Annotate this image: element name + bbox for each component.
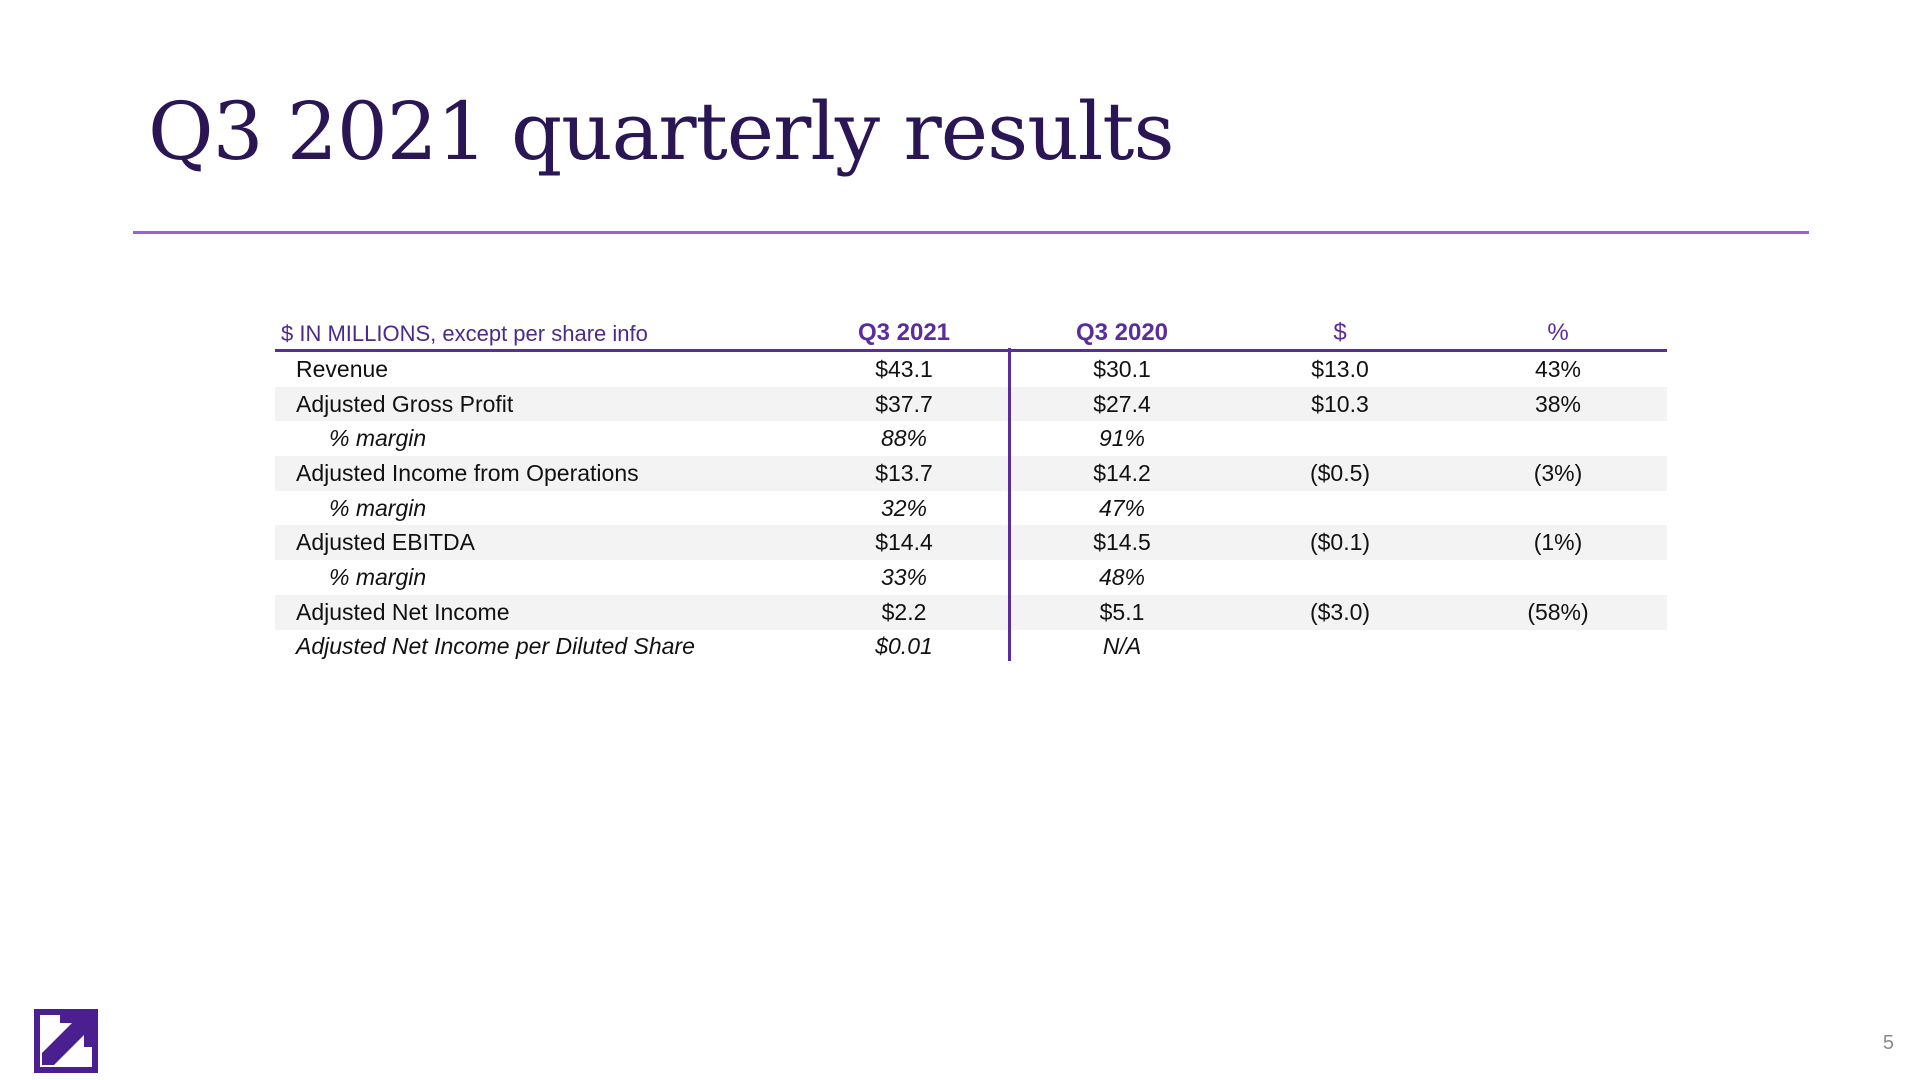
row-label: Revenue bbox=[296, 355, 389, 382]
column-divider bbox=[1008, 348, 1011, 661]
table-header: $ IN MILLIONS, except per share info Q3 … bbox=[275, 313, 1667, 352]
cell-change-usd: ($3.0) bbox=[1309, 598, 1371, 625]
cell-q3-2020: $14.2 bbox=[1093, 459, 1151, 486]
cell-change-pct: 38% bbox=[1534, 390, 1582, 417]
header-change-pct: % bbox=[1547, 319, 1569, 346]
cell-change-pct: 43% bbox=[1534, 355, 1582, 382]
row-label: Adjusted EBITDA bbox=[296, 529, 475, 556]
cell-q3-2020: 47% bbox=[1098, 494, 1146, 521]
table-row: Adjusted Net Income $2.2 $5.1 ($3.0) (58… bbox=[275, 594, 1667, 630]
cell-q3-2021: $0.01 bbox=[875, 633, 933, 660]
header-change-usd: $ bbox=[1333, 319, 1347, 346]
unit-label: $ IN MILLIONS, except per share info bbox=[281, 321, 648, 346]
cell-q3-2021: $2.2 bbox=[881, 598, 927, 625]
cell-q3-2020: N/A bbox=[1102, 633, 1142, 660]
header-q3-2020: Q3 2020 bbox=[1075, 319, 1169, 346]
table-row: Adjusted Income from Operations $13.7 $1… bbox=[275, 456, 1667, 491]
cell-q3-2020: $14.5 bbox=[1093, 529, 1151, 556]
title-divider bbox=[133, 231, 1809, 234]
row-label: Adjusted Income from Operations bbox=[296, 459, 639, 486]
row-label: % margin bbox=[329, 494, 427, 521]
cell-q3-2021: $14.4 bbox=[875, 529, 933, 556]
results-table: $ IN MILLIONS, except per share info Q3 … bbox=[275, 313, 1667, 664]
cell-change-usd: $10.3 bbox=[1311, 390, 1369, 417]
row-label: Adjusted Gross Profit bbox=[296, 390, 514, 417]
arrow-up-right-logo-icon bbox=[34, 1009, 98, 1073]
page-number: 5 bbox=[1882, 1032, 1894, 1054]
cell-change-usd: ($0.1) bbox=[1309, 529, 1371, 556]
row-label: % margin bbox=[329, 563, 427, 590]
row-label: Adjusted Net Income per Diluted Share bbox=[296, 633, 695, 660]
cell-q3-2021: 32% bbox=[880, 494, 928, 521]
cell-change-pct: (3%) bbox=[1533, 459, 1583, 486]
table-row: Revenue $43.1 $30.1 $13.0 43% bbox=[275, 352, 1667, 387]
table-row: % margin 32% 47% bbox=[275, 491, 1667, 526]
table-row: Adjusted Gross Profit $37.7 $27.4 $10.3 … bbox=[275, 386, 1667, 422]
cell-q3-2021: $37.7 bbox=[875, 390, 933, 417]
slide-title: Q3 2021 quarterly results bbox=[148, 85, 1175, 178]
row-label: % margin bbox=[329, 425, 427, 452]
table-row: Adjusted Net Income per Diluted Share $0… bbox=[275, 630, 1667, 665]
cell-q3-2020: 48% bbox=[1098, 563, 1146, 590]
cell-change-pct: (58%) bbox=[1527, 598, 1589, 625]
table-row: % margin 88% 91% bbox=[275, 421, 1667, 456]
cell-q3-2021: 33% bbox=[880, 563, 928, 590]
cell-q3-2020: 91% bbox=[1098, 425, 1146, 452]
table-row: % margin 33% 48% bbox=[275, 560, 1667, 595]
cell-change-usd: ($0.5) bbox=[1309, 459, 1371, 486]
cell-q3-2020: $5.1 bbox=[1099, 598, 1145, 625]
cell-q3-2021: $13.7 bbox=[875, 459, 933, 486]
header-q3-2021: Q3 2021 bbox=[857, 319, 951, 346]
cell-q3-2021: 88% bbox=[880, 425, 928, 452]
row-label: Adjusted Net Income bbox=[296, 598, 510, 625]
cell-change-usd: $13.0 bbox=[1311, 355, 1369, 382]
cell-change-pct: (1%) bbox=[1533, 529, 1583, 556]
cell-q3-2020: $27.4 bbox=[1093, 390, 1151, 417]
cell-q3-2020: $30.1 bbox=[1093, 355, 1151, 382]
cell-q3-2021: $43.1 bbox=[875, 355, 933, 382]
table-row: Adjusted EBITDA $14.4 $14.5 ($0.1) (1%) bbox=[275, 525, 1667, 561]
